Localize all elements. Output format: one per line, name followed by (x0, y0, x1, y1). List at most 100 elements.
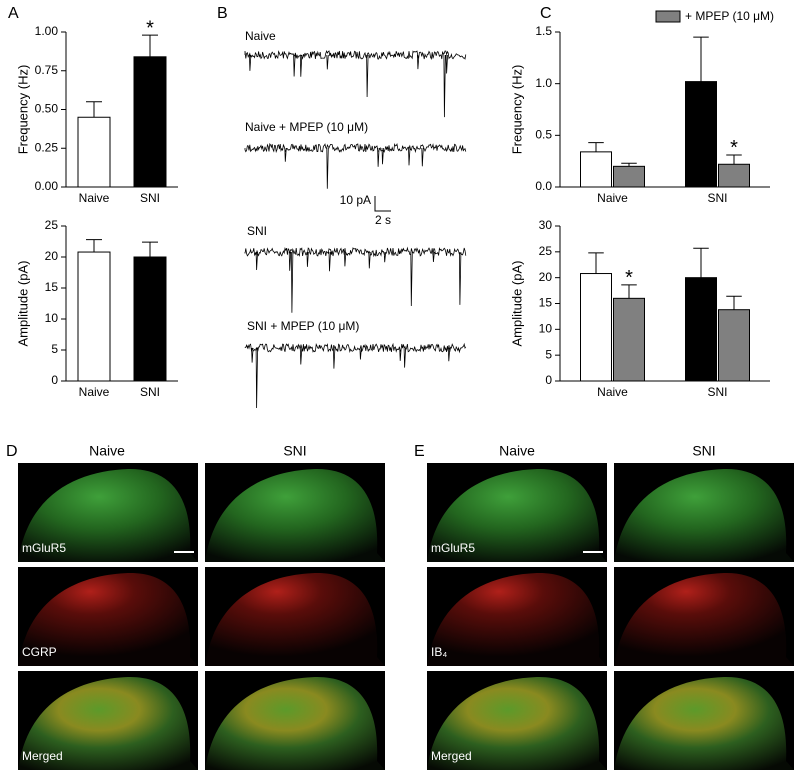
axis-label: Amplitude (pA) (15, 261, 30, 347)
current-trace (244, 246, 467, 313)
panel-letter: E (414, 443, 425, 460)
bar (718, 309, 750, 382)
micrograph-tissue (427, 572, 607, 666)
y-tick-label: 10 (45, 311, 59, 325)
error-bar (693, 247, 709, 278)
row-label: Merged (431, 749, 472, 763)
x-tick-label: Naive (597, 191, 628, 205)
error-bar (621, 162, 637, 167)
y-tick-label: 1.00 (35, 24, 59, 38)
y-tick-label: 0.00 (35, 179, 59, 193)
micrograph-tissue (205, 572, 385, 666)
y-tick-label: 0 (545, 373, 552, 387)
y-tick-label: 0 (51, 373, 58, 387)
bar (613, 165, 645, 188)
error-bar (142, 34, 158, 57)
error-bar (693, 36, 709, 82)
current-trace (244, 142, 467, 189)
micrograph-tissue (205, 468, 385, 562)
x-tick-label: Naive (79, 191, 110, 205)
y-tick-label: 15 (45, 280, 59, 294)
panel-letter: B (217, 5, 228, 22)
scale-label: 2 s (375, 213, 391, 227)
row-label: mGluR5 (431, 541, 475, 555)
y-tick-label: 10 (539, 322, 553, 336)
x-tick-label: Naive (79, 385, 110, 399)
scale-bar (374, 196, 391, 212)
current-trace (244, 50, 467, 118)
legend-swatch (655, 10, 681, 23)
y-tick-label: 5 (51, 342, 58, 356)
micrograph-tissue (614, 676, 794, 770)
error-bar (621, 284, 637, 299)
micrograph-tissue (427, 676, 607, 770)
micrograph-tissue (614, 572, 794, 666)
bar (133, 56, 167, 188)
micrograph-tissue (205, 676, 385, 770)
y-tick-label: 0.0 (535, 179, 552, 193)
significance-mark: * (730, 137, 738, 159)
x-tick-label: Naive (597, 385, 628, 399)
column-header: Naive (499, 443, 535, 459)
bar (133, 256, 167, 382)
bar (580, 273, 612, 382)
y-tick-label: 1.5 (535, 24, 552, 38)
row-label: mGluR5 (22, 541, 66, 555)
bar (613, 297, 645, 382)
axis-label: Amplitude (pA) (509, 261, 524, 347)
trace-label: SNI + MPEP (10 μM) (247, 319, 359, 333)
significance-mark: * (625, 267, 633, 289)
y-tick-label: 0.75 (35, 63, 59, 77)
x-tick-label: SNI (140, 191, 160, 205)
x-tick-label: SNI (707, 191, 727, 205)
error-bar (588, 252, 604, 274)
current-trace (244, 342, 467, 409)
y-tick-label: 1.0 (535, 76, 552, 90)
panel-letter: D (6, 443, 18, 460)
legend-label: + MPEP (10 μM) (685, 9, 774, 23)
trace-label: Naive (245, 29, 276, 43)
micrograph-tissue (18, 468, 198, 562)
y-tick-label: 0.25 (35, 140, 59, 154)
y-tick-label: 0.5 (535, 128, 552, 142)
micrograph-tissue (18, 572, 198, 666)
row-label: CGRP (22, 645, 57, 659)
y-tick-label: 20 (45, 249, 59, 263)
bar (685, 81, 717, 188)
x-tick-label: SNI (707, 385, 727, 399)
error-bar (726, 295, 742, 310)
error-bar (86, 239, 102, 253)
y-tick-label: 30 (539, 218, 553, 232)
y-tick-label: 15 (539, 296, 553, 310)
bar (580, 151, 612, 188)
y-tick-label: 0.50 (35, 102, 59, 116)
error-bar (86, 101, 102, 118)
bar (718, 163, 750, 188)
micrograph-tissue (427, 468, 607, 562)
y-tick-label: 20 (539, 270, 553, 284)
error-bar (588, 142, 604, 152)
panel-letter: A (8, 5, 19, 22)
bar (77, 251, 111, 382)
scale-label: 10 pA (340, 193, 371, 207)
y-tick-label: 25 (539, 244, 553, 258)
axis-label: Frequency (Hz) (509, 65, 524, 155)
significance-mark: * (146, 17, 154, 39)
bar (77, 116, 111, 188)
column-header: Naive (89, 443, 125, 459)
column-header: SNI (283, 443, 306, 459)
row-label: IB₄ (431, 645, 447, 659)
trace-label: Naive + MPEP (10 μM) (245, 120, 368, 134)
panel-letter: C (540, 5, 552, 22)
trace-label: SNI (247, 224, 267, 238)
x-tick-label: SNI (140, 385, 160, 399)
column-header: SNI (692, 443, 715, 459)
y-tick-label: 5 (545, 347, 552, 361)
axis-label: Frequency (Hz) (15, 65, 30, 155)
micrograph-tissue (614, 468, 794, 562)
row-label: Merged (22, 749, 63, 763)
error-bar (142, 241, 158, 257)
micrograph-tissue (18, 676, 198, 770)
bar (685, 277, 717, 382)
